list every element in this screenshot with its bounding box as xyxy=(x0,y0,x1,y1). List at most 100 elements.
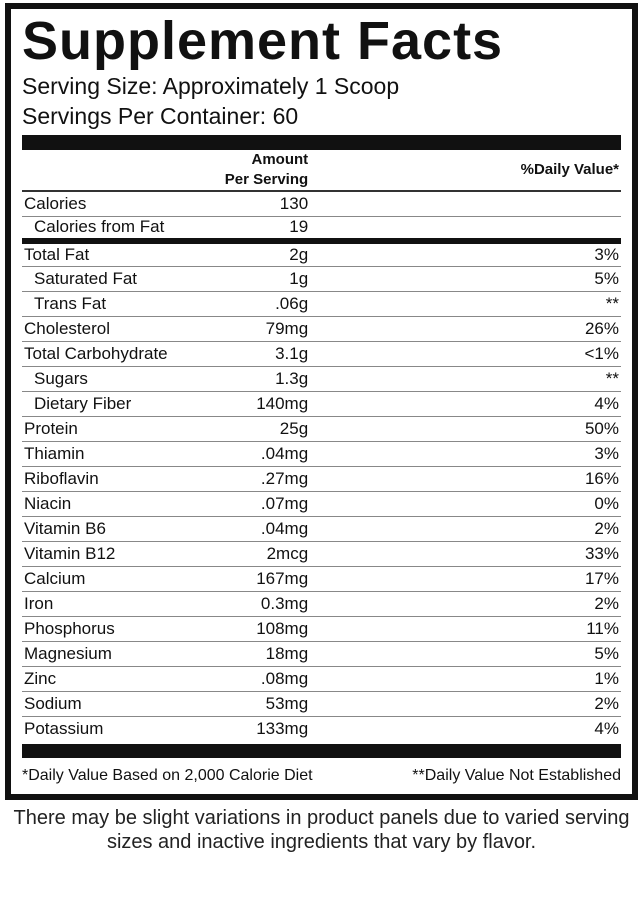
nutrient-amount: 140mg xyxy=(222,391,483,417)
table-row: Cholesterol 79mg 26% xyxy=(22,316,621,342)
nutrient-name: Calories from Fat xyxy=(22,216,223,244)
table-row: Protein 25g 50% xyxy=(22,416,621,442)
table-header: Amount Per Serving %Daily Value* xyxy=(22,150,621,192)
serving-size: Serving Size: Approximately 1 Scoop xyxy=(22,73,400,99)
nutrient-amount: 79mg xyxy=(222,316,483,342)
nutrient-name: Total Fat xyxy=(22,241,223,267)
table-row: Calories from Fat 19 xyxy=(22,216,621,244)
nutrient-daily-value: 5% xyxy=(482,266,621,292)
nutrient-name: Potassium xyxy=(24,718,104,738)
nutrient-amount: 19 xyxy=(222,216,483,244)
nutrient-name: Sodium xyxy=(22,691,223,717)
table-row: Niacin .07mg 0% xyxy=(22,491,621,517)
nutrient-name: Zinc xyxy=(22,666,223,692)
nutrient-name: Iron xyxy=(22,591,223,617)
nutrient-amount: 3.1g xyxy=(222,341,483,367)
nutrient-amount: 53mg xyxy=(222,691,483,717)
nutrient-amount: 133mg xyxy=(256,718,309,738)
footnote-not-established: **Daily Value Not Established xyxy=(412,767,621,784)
table-row: Total Carbohydrate 3.1g <1% xyxy=(22,341,621,367)
nutrient-name: Phosphorus xyxy=(22,616,223,642)
nutrient-daily-value: 26% xyxy=(482,316,621,342)
nutrient-amount: .27mg xyxy=(222,466,483,492)
nutrient-daily-value xyxy=(482,216,621,244)
nutrient-daily-value: 50% xyxy=(482,416,621,442)
dv-header: %Daily Value* xyxy=(482,150,621,192)
nutrient-daily-value: 33% xyxy=(482,541,621,567)
nutrient-table: Amount Per Serving %Daily Value* Calorie… xyxy=(22,150,621,741)
table-row: Trans Fat .06g ** xyxy=(22,291,621,317)
nutrient-amount: 167mg xyxy=(222,566,483,592)
table-row: Vitamin B12 2mcg 33% xyxy=(22,541,621,567)
panel-title: Supplement Facts xyxy=(22,11,504,71)
nutrient-name: Vitamin B6 xyxy=(22,516,223,542)
nutrient-daily-value: 1% xyxy=(482,666,621,692)
table-row: Magnesium 18mg 5% xyxy=(22,641,621,667)
nutrient-name: Saturated Fat xyxy=(22,266,223,292)
table-row: Calories 130 xyxy=(22,191,621,217)
nutrient-daily-value: 16% xyxy=(482,466,621,492)
nutrient-daily-value: 5% xyxy=(482,641,621,667)
nutrient-daily-value: 17% xyxy=(482,566,621,592)
nutrient-daily-value: 2% xyxy=(482,516,621,542)
table-row: Iron 0.3mg 2% xyxy=(22,591,621,617)
nutrient-name: Magnesium xyxy=(22,641,223,667)
nutrient-daily-value: 4% xyxy=(594,718,619,738)
nutrient-amount: 18mg xyxy=(222,641,483,667)
nutrient-daily-value: 0% xyxy=(482,491,621,517)
nutrient-name: Sugars xyxy=(22,366,223,392)
nutrient-amount: .07mg xyxy=(222,491,483,517)
table-row: Vitamin B6.04mg 2% xyxy=(22,516,621,542)
table-row: Calcium 167mg 17% xyxy=(22,566,621,592)
table-row: Total Fat 2g 3% xyxy=(22,241,621,267)
nutrient-amount: 108mg xyxy=(222,616,483,642)
nutrient-amount: 1.3g xyxy=(222,366,483,392)
amount-header: Amount Per Serving xyxy=(222,150,483,192)
nutrient-amount: 2mcg xyxy=(222,541,483,567)
nutrient-daily-value: ** xyxy=(482,366,621,392)
table-row: Riboflavin .27mg 16% xyxy=(22,466,621,492)
nutrient-name: Cholesterol xyxy=(22,316,223,342)
nutrient-amount: .04mg xyxy=(222,516,483,542)
nutrient-name: Riboflavin xyxy=(22,466,223,492)
table-row: Potassium 133mg 4% xyxy=(22,716,621,741)
thick-divider xyxy=(22,744,621,758)
nutrient-daily-value: 4% xyxy=(482,391,621,417)
table-row: Sodium 53mg 2% xyxy=(22,691,621,717)
nutrient-daily-value: 3% xyxy=(482,241,621,267)
nutrient-amount: 130 xyxy=(222,191,483,217)
nutrient-amount: 25g xyxy=(222,416,483,442)
nutrient-name: Calcium xyxy=(22,566,223,592)
nutrient-daily-value: ** xyxy=(482,291,621,317)
supplement-facts-panel: Supplement Facts Serving Size: Approxima… xyxy=(5,3,638,800)
footnote-daily-value: *Daily Value Based on 2,000 Calorie Diet xyxy=(22,767,313,784)
table-row: Dietary Fiber 140mg 4% xyxy=(22,391,621,417)
disclaimer: There may be slight variations in produc… xyxy=(13,807,630,853)
nutrient-amount: 1g xyxy=(222,266,483,292)
nutrient-amount: .08mg xyxy=(222,666,483,692)
table-row: Sugars 1.3g ** xyxy=(22,366,621,392)
nutrient-amount: 2g xyxy=(222,241,483,267)
table-row: Zinc .08mg 1% xyxy=(22,666,621,692)
table-row: Phosphorus 108mg 11% xyxy=(22,616,621,642)
nutrient-amount: .06g xyxy=(222,291,483,317)
nutrient-name: Vitamin B12 xyxy=(22,541,223,567)
nutrient-daily-value: 3% xyxy=(482,441,621,467)
nutrient-name: Total Carbohydrate xyxy=(22,341,223,367)
nutrient-daily-value: 11% xyxy=(482,616,621,642)
nutrient-amount: 0.3mg xyxy=(222,591,483,617)
nutrient-daily-value: <1% xyxy=(482,341,621,367)
footnotes: *Daily Value Based on 2,000 Calorie Diet… xyxy=(22,766,621,786)
nutrient-amount: .04mg xyxy=(222,441,483,467)
nutrient-daily-value: 2% xyxy=(482,591,621,617)
nutrient-name: Trans Fat xyxy=(22,291,223,317)
nutrient-name: Niacin xyxy=(22,491,223,517)
nutrient-name: Protein xyxy=(22,416,223,442)
thick-divider xyxy=(22,135,621,150)
nutrient-daily-value: 2% xyxy=(482,691,621,717)
nutrient-daily-value xyxy=(482,191,621,217)
nutrient-name: Dietary Fiber xyxy=(22,391,223,417)
nutrient-name: Thiamin xyxy=(22,441,223,467)
servings-per-container: Servings Per Container: 60 xyxy=(22,103,299,129)
table-row: Thiamin .04mg 3% xyxy=(22,441,621,467)
